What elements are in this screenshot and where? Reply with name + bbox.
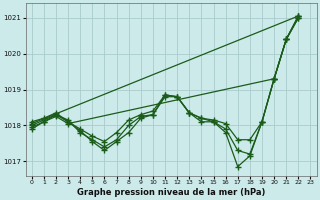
X-axis label: Graphe pression niveau de la mer (hPa): Graphe pression niveau de la mer (hPa): [77, 188, 265, 197]
